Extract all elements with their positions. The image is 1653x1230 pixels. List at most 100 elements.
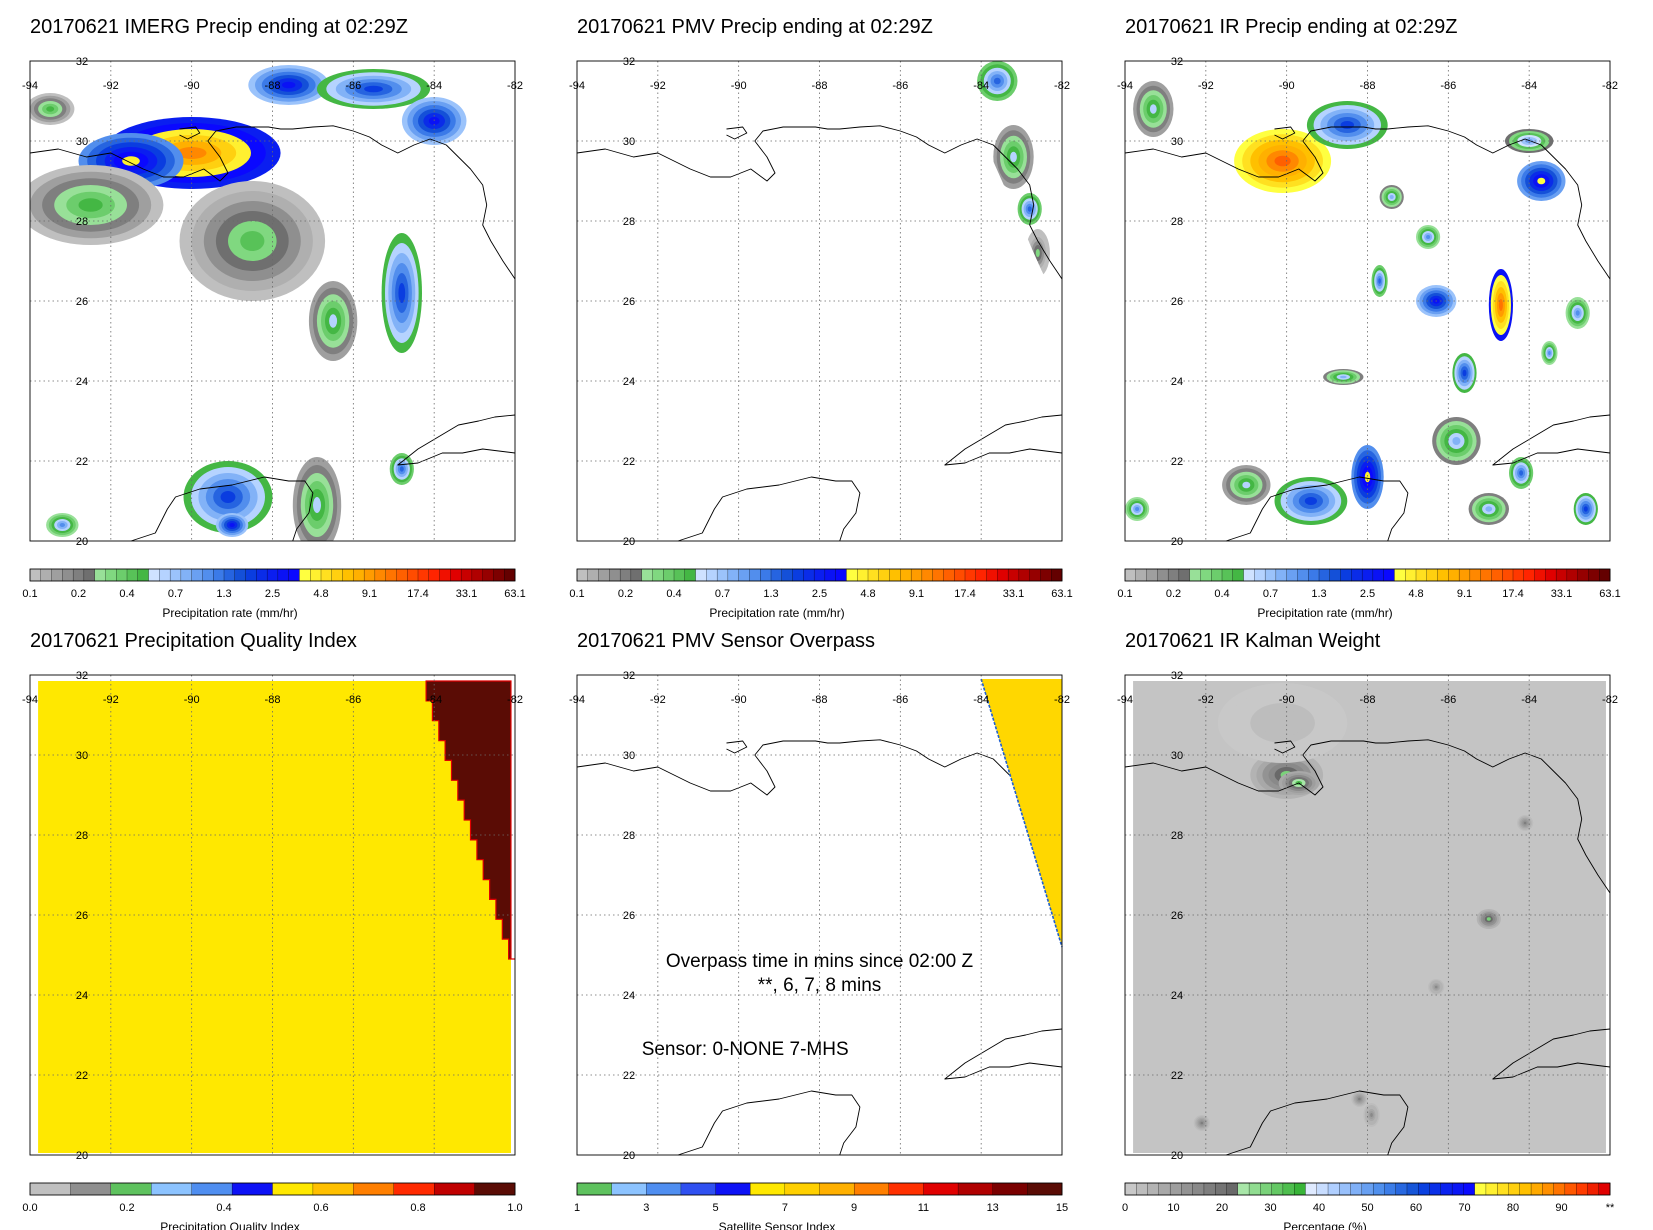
colorbar-swatch (706, 568, 718, 582)
precip-cell (240, 231, 265, 251)
colorbar-swatch (576, 1182, 613, 1196)
colorbar-label: Precipitation Quality Index (160, 1220, 299, 1230)
lat-tick-label: 20 (1171, 1150, 1183, 1162)
colorbar-swatch (1350, 1182, 1363, 1196)
colorbar-tick-label: 0.7 (715, 588, 730, 600)
colorbar-swatch (716, 568, 729, 582)
colorbar-swatch (770, 568, 783, 582)
colorbar-tick-label: 30 (1264, 1202, 1276, 1214)
panel-title: 20170621 IR Kalman Weight (1125, 630, 1381, 652)
colorbar-tick-label: 63.1 (1599, 588, 1620, 600)
colorbar-swatch (1294, 1182, 1306, 1196)
colorbar-swatch (1282, 1182, 1295, 1196)
colorbar-swatch (363, 568, 376, 582)
colorbar-swatch (1136, 1182, 1149, 1196)
precip-cell (313, 497, 321, 513)
precip-cell (1135, 507, 1140, 511)
colorbar-swatch (1502, 568, 1514, 582)
coastline (29, 125, 516, 280)
colorbar-swatch (673, 568, 686, 582)
colorbar-swatch (1264, 568, 1277, 582)
colorbar-label: Precipitation rate (mm/hr) (709, 606, 844, 620)
colorbar-swatch (1248, 1182, 1261, 1196)
lat-tick-label: 20 (1171, 536, 1183, 548)
colorbar-swatch (923, 1182, 959, 1196)
lon-tick-label: -88 (1360, 80, 1376, 92)
precip-cell (1434, 985, 1438, 989)
precip-cell (1370, 1113, 1373, 1117)
colorbar-swatch (1027, 1182, 1063, 1196)
lat-tick-label: 32 (623, 56, 635, 68)
field-layer (977, 61, 1050, 277)
colorbar-swatch (1497, 1182, 1509, 1196)
colorbar-swatch (1147, 1182, 1160, 1196)
colorbar-swatch (148, 568, 160, 582)
colorbar-tick-label: 2.5 (265, 588, 280, 600)
graticule (577, 675, 1062, 1155)
coastlines (29, 125, 516, 542)
lon-tick-label: -92 (650, 694, 666, 706)
tick-labels: -94 -92 -90 -88 -86 -84 -82 32 30 28 26 24 22 20 (22, 56, 523, 548)
colorbar-swatch (1415, 568, 1428, 582)
colorbar-swatch (320, 568, 333, 582)
precip-cell (1389, 195, 1394, 199)
lat-tick-label: 30 (1171, 750, 1183, 762)
lat-tick-label: 26 (623, 910, 635, 922)
colorbar-tick-label: 15 (1056, 1202, 1068, 1214)
coastline (677, 476, 861, 542)
lat-tick-label: 24 (76, 376, 88, 388)
lat-tick-label: 24 (1171, 376, 1183, 388)
colorbar-swatch (609, 568, 621, 582)
chart-panel: 20170621 IR Precip ending at 02:29Z -94 -9… (1117, 16, 1625, 620)
colorbar-tick-label: 1.0 (507, 1202, 522, 1214)
lat-tick-label: 32 (623, 670, 635, 682)
colorbar: 0.1 0.2 0.4 0.7 1.3 2.5 4.8 9.1 17.4 33.1 63.1 Prec… (22, 568, 526, 620)
colorbar-swatch (1429, 1182, 1442, 1196)
panel-title: 20170621 Precipitation Quality Index (30, 630, 357, 652)
colorbar-swatch (1384, 1182, 1397, 1196)
colorbar-tick-label: 20 (1216, 1202, 1228, 1214)
lon-tick-label: -88 (1360, 694, 1376, 706)
colorbar-swatch (932, 568, 944, 582)
colorbar-swatch (331, 568, 344, 582)
lon-tick-label: -84 (1521, 694, 1537, 706)
precip-cell (1485, 506, 1493, 512)
colorbar-swatch (738, 568, 750, 582)
precip-cell (220, 491, 236, 503)
colorbar-swatch (1405, 568, 1417, 582)
precip-cell (78, 198, 103, 212)
colorbar-swatch (151, 1182, 193, 1196)
colorbar-swatch (482, 568, 494, 582)
colorbar-swatch (105, 568, 117, 582)
precip-cell (1523, 821, 1527, 825)
lon-tick-label: -92 (1198, 694, 1214, 706)
lat-tick-label: 28 (76, 830, 88, 842)
colorbar-swatch (715, 1182, 751, 1196)
coastline (944, 414, 1063, 466)
precip-cell (1340, 121, 1354, 129)
colorbar-swatch (680, 1182, 717, 1196)
colorbar-swatch (1463, 1182, 1476, 1196)
colorbar-swatch (1157, 568, 1169, 582)
lat-tick-label: 20 (623, 1150, 635, 1162)
colorbar-swatch (1237, 1182, 1250, 1196)
colorbar-frame (29, 1182, 516, 1196)
lon-tick-label: -82 (1054, 80, 1070, 92)
colorbar-swatch (299, 568, 311, 582)
colorbar-swatch (1226, 1182, 1239, 1196)
colorbar-tick-label: 70 (1458, 1202, 1470, 1214)
colorbar-frame (576, 1182, 1063, 1196)
colorbar-swatch (272, 1182, 314, 1196)
lon-tick-label: -82 (1054, 694, 1070, 706)
lat-tick-label: 32 (76, 670, 88, 682)
lon-tick-label: -92 (103, 80, 119, 92)
lat-tick-label: 24 (623, 990, 635, 1002)
lon-tick-label: -82 (507, 694, 523, 706)
lat-tick-label: 24 (1171, 990, 1183, 1002)
colorbar-swatch (312, 1182, 354, 1196)
colorbar-tick-label: 63.1 (504, 588, 525, 600)
lat-tick-label: 30 (76, 750, 88, 762)
colorbar-swatch (910, 568, 923, 582)
